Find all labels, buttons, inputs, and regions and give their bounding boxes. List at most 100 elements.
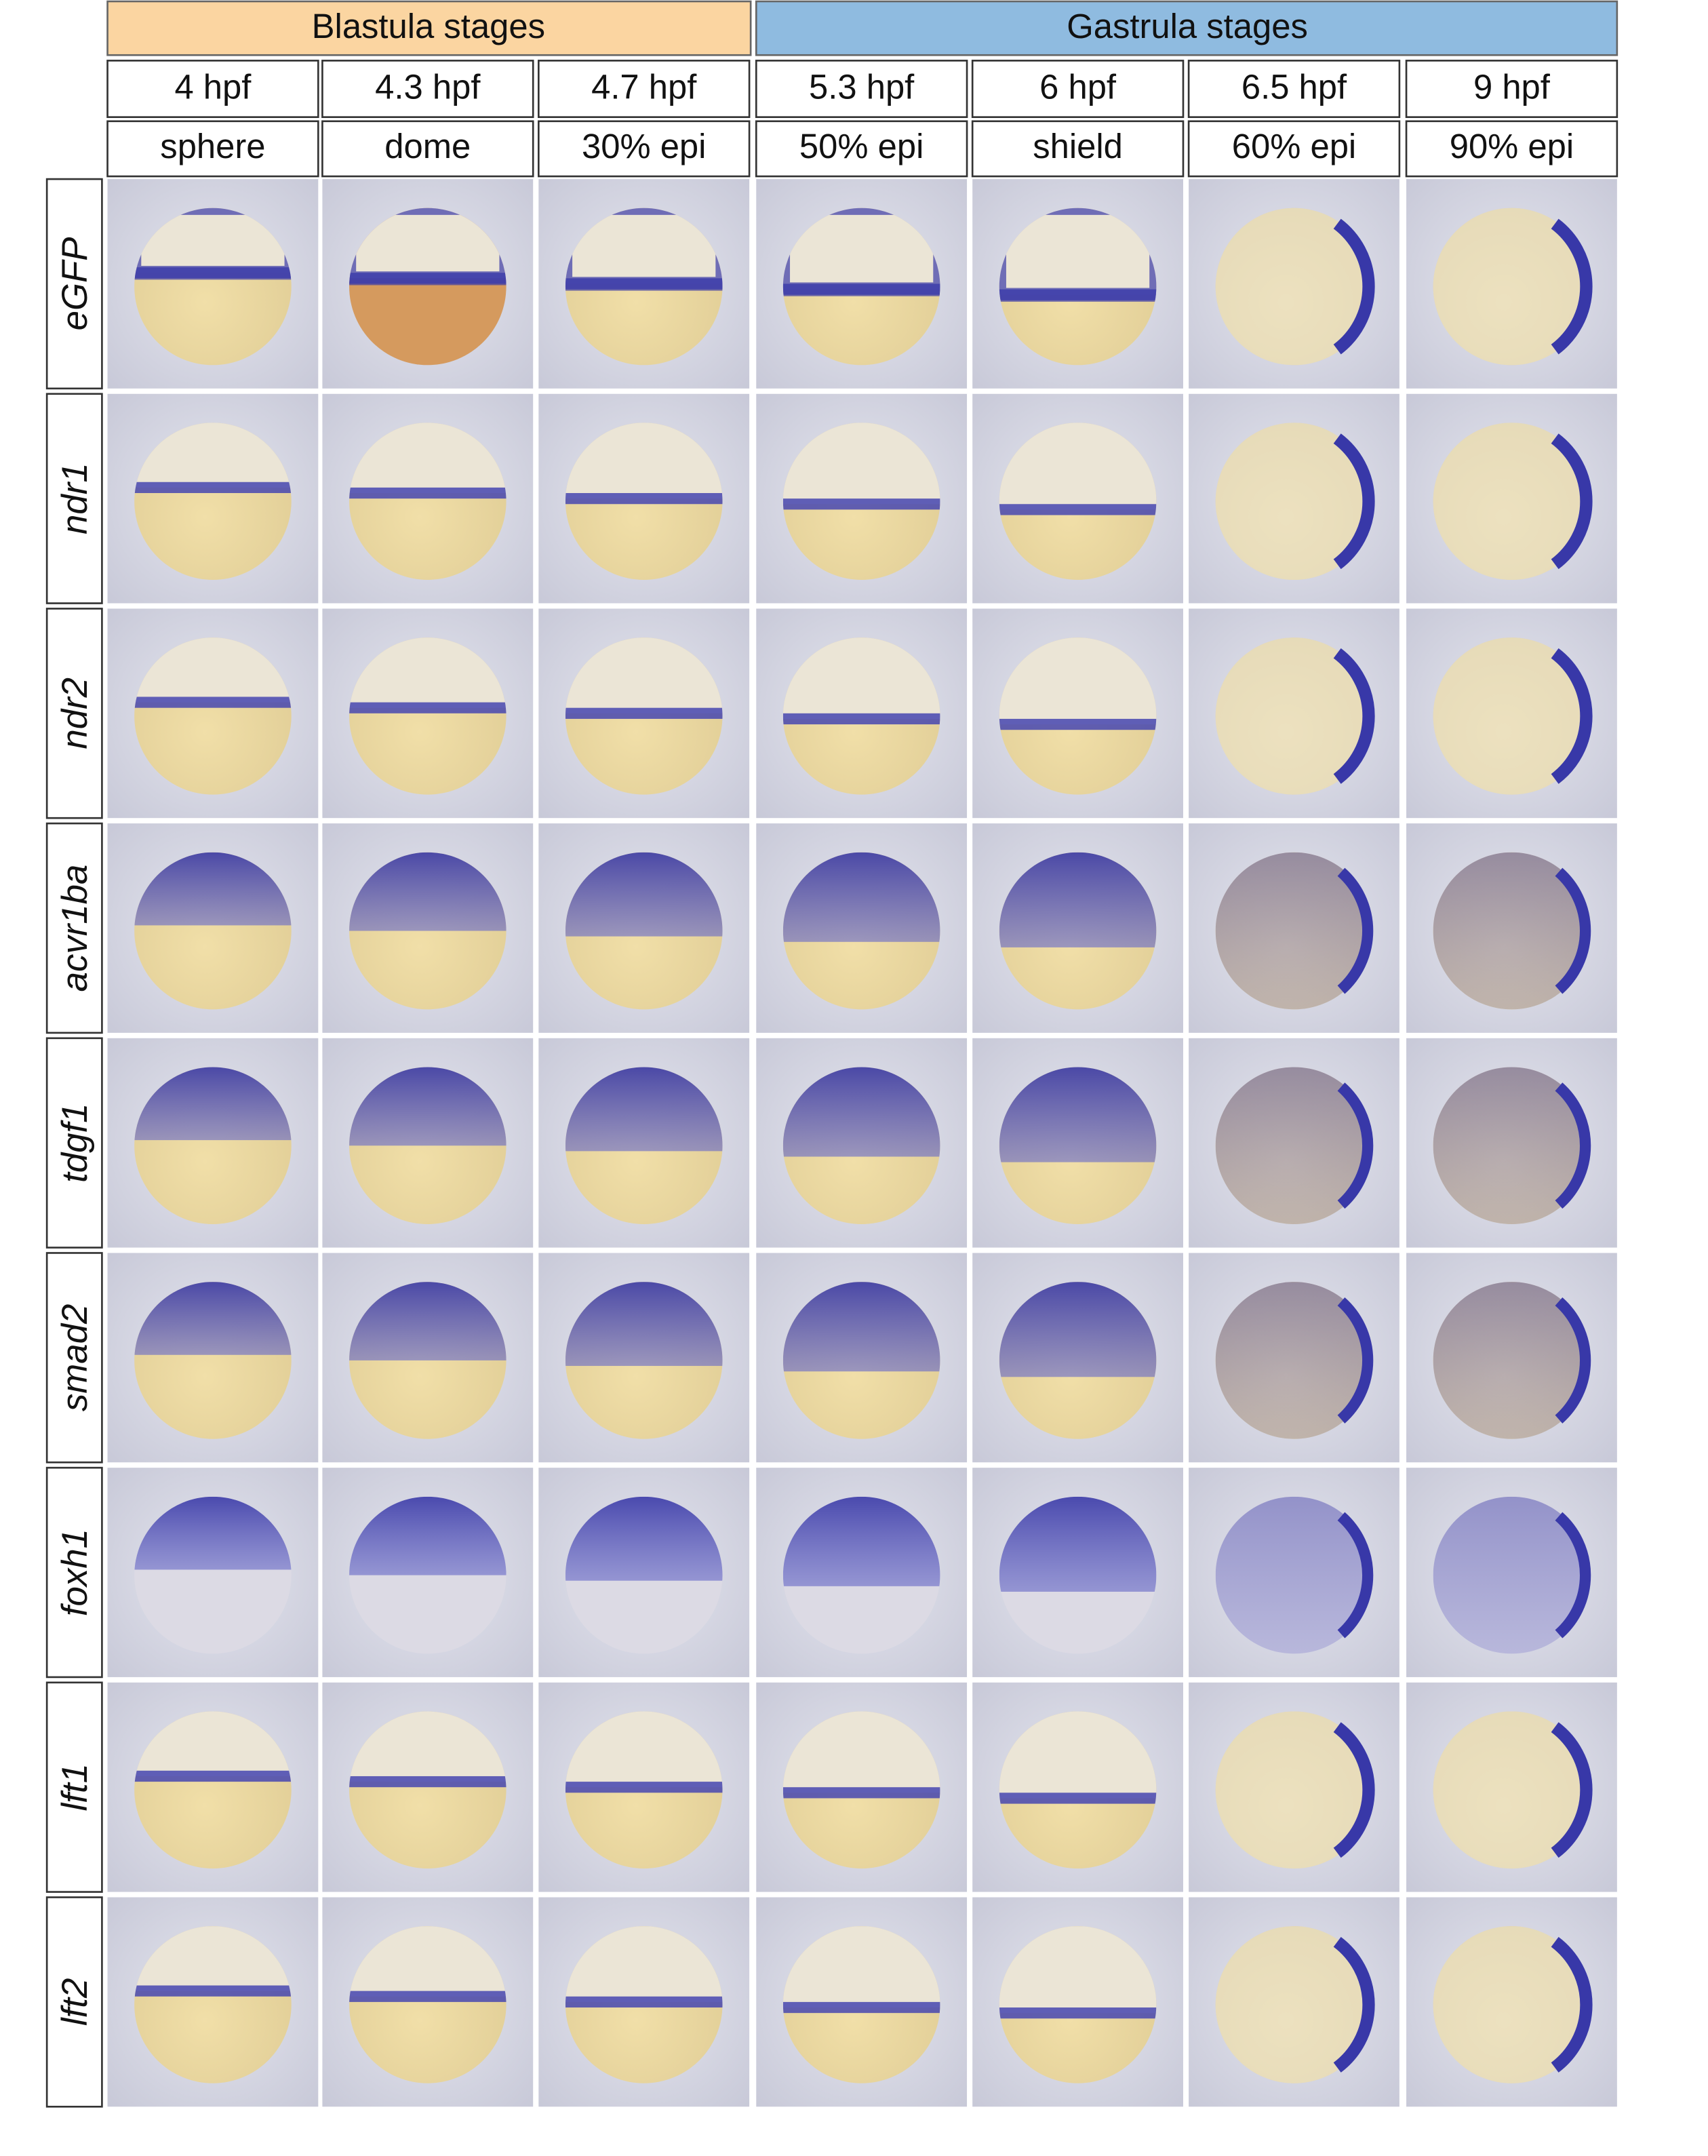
embryo-panel [972, 1038, 1183, 1248]
stain [782, 498, 940, 510]
embryo-panel [538, 1038, 750, 1248]
embryo-panel [1189, 1682, 1399, 1892]
embryo-panel [322, 1468, 534, 1677]
embryo-panel [972, 179, 1183, 389]
group-label: Gastrula stages [1067, 7, 1308, 45]
stain [782, 208, 940, 296]
stain [1333, 1722, 1375, 1858]
embryo-panel [972, 1468, 1183, 1677]
stain [1551, 648, 1593, 784]
embryo-panel [1189, 823, 1399, 1033]
embryo-panel [107, 1897, 319, 2107]
stain [999, 2007, 1157, 2019]
embryo-panel [972, 1897, 1183, 2107]
embryo-panel [1406, 393, 1617, 604]
embryo-panel [538, 1682, 750, 1892]
embryo-panel [538, 1253, 750, 1463]
stain [999, 504, 1157, 515]
embryo-panel [756, 823, 968, 1033]
stage-label: shield [1033, 127, 1123, 165]
stage-label: 30% epi [582, 127, 706, 165]
embryo-panel [756, 1038, 968, 1248]
embryo-panel [756, 1682, 968, 1892]
cell-box [538, 60, 751, 118]
embryo-panel [1406, 823, 1617, 1033]
time-label: 6.5 hpf [1242, 67, 1347, 106]
stain [565, 707, 723, 719]
stain [1555, 1297, 1591, 1424]
stain [134, 482, 292, 494]
stage-label: 50% epi [799, 127, 923, 165]
embryo-panel [1406, 1682, 1617, 1892]
embryo-panel [107, 393, 319, 604]
embryo-panel [756, 393, 968, 604]
embryo-panel [322, 393, 534, 604]
group-box [106, 0, 752, 56]
stain [1555, 867, 1591, 994]
embryo-panel [538, 393, 750, 604]
stain [349, 1776, 507, 1788]
cell-box [1405, 60, 1618, 118]
group-label: Blastula stages [312, 7, 545, 45]
embryo-panel [1406, 179, 1617, 389]
cell-box [971, 60, 1185, 118]
stain [565, 1996, 723, 2008]
stain [349, 702, 507, 713]
group-box [755, 0, 1618, 56]
stage-label: dome [384, 127, 471, 165]
stain [1337, 1082, 1374, 1209]
stage-label: sphere [160, 127, 265, 165]
gene-box [45, 393, 103, 604]
embryo-panel [1189, 1038, 1399, 1248]
time-label: 4.3 hpf [375, 67, 481, 106]
stain [1551, 218, 1593, 355]
stain [782, 713, 940, 725]
embryo-panel [756, 1253, 968, 1463]
stain [1555, 1512, 1591, 1639]
embryo-panel [107, 1253, 319, 1463]
gene-label: tdgf1 [55, 1103, 95, 1182]
time-label: 5.3 hpf [809, 67, 915, 106]
stage-label: 60% epi [1232, 127, 1356, 165]
cell-box [1187, 120, 1401, 178]
stain [999, 718, 1157, 730]
embryo-panel [756, 1897, 968, 2107]
stain [134, 697, 292, 708]
gene-label: lft2 [55, 1978, 95, 2026]
gene-box [45, 608, 103, 819]
embryo-panel [107, 1038, 319, 1248]
stain [1333, 648, 1375, 784]
gene-box [45, 822, 103, 1034]
gene-box [45, 1896, 103, 2108]
embryo-panel [972, 1253, 1183, 1463]
gene-box [45, 1681, 103, 1893]
stain [1337, 1297, 1374, 1424]
embryo-panel [322, 1897, 534, 2107]
embryo-panel [972, 608, 1183, 819]
embryo-panel [1406, 1253, 1617, 1463]
embryo-panel [972, 1682, 1183, 1892]
gene-label: acvr1ba [55, 865, 95, 992]
stain [1551, 1722, 1593, 1858]
embryo-panel [322, 823, 534, 1033]
embryo-panel [756, 179, 968, 389]
embryo-panel [538, 1897, 750, 2107]
stain [1333, 1937, 1375, 2073]
embryo-panel [1189, 179, 1399, 389]
stain [999, 208, 1157, 302]
embryo-panel [1189, 1468, 1399, 1677]
embryo-panel [322, 179, 534, 389]
embryo-panel [107, 1682, 319, 1892]
gene-box [45, 1466, 103, 1679]
embryo-panel [322, 1253, 534, 1463]
stain [565, 1782, 723, 1793]
embryo-panel [538, 823, 750, 1033]
stain [1337, 867, 1374, 994]
gene-label: lft1 [55, 1763, 95, 1811]
stain [565, 493, 723, 505]
stain [999, 1792, 1157, 1804]
stain [565, 208, 723, 291]
gene-label: eGFP [55, 237, 95, 330]
embryo-panel [972, 393, 1183, 604]
